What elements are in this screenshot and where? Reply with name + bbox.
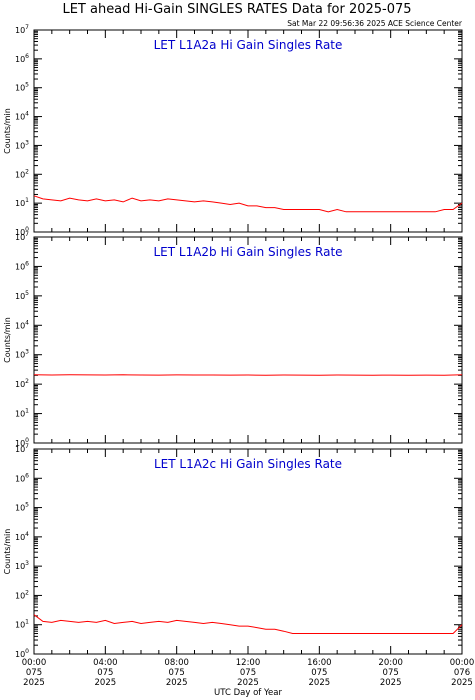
y-tick-label: 103 [15,139,29,150]
figure-title: LET ahead Hi-Gain SINGLES RATES Data for… [62,2,411,17]
y-tick-label: 106 [15,260,29,271]
y-tick-label: 107 [15,231,29,242]
rate-series-line [33,374,463,376]
rate-series-line [33,195,463,213]
y-tick-label: 100 [15,648,29,659]
y-axis-label: Counts/min [3,317,12,363]
y-tick-label: 102 [15,589,29,600]
plot-frame [33,29,463,233]
y-tick-label: 103 [15,560,29,571]
y-tick-label: 103 [15,349,29,360]
y-tick-label: 101 [15,619,29,630]
panel-title: LET L1A2a Hi Gain Singles Rate [154,38,343,52]
timestamp: Sat Mar 22 09:56:36 2025 ACE Science Cen… [287,19,463,28]
y-tick-label: 102 [15,378,29,389]
x-tick-label: 08:00 075 2025 [164,658,189,688]
x-tick-label: 04:00 075 2025 [93,658,118,688]
x-tick-label: 12:00 075 2025 [236,658,261,688]
y-tick-label: 100 [15,226,29,237]
y-tick-label: 100 [15,437,29,448]
y-axis-label: Counts/min [3,529,12,575]
panel-1: 100 101 102 103 104 105 106 107 LET L1A2a Hi Gai… [3,24,463,237]
y-tick-label: 107 [15,24,29,35]
y-tick-label: 104 [15,111,29,122]
y-tick-label: 101 [15,197,29,208]
panel-2: 100 101 102 103 104 105 106 107 LET L1A2b Hi Gai… [3,231,463,448]
y-axis-label: Counts/min [3,108,12,154]
y-tick-label: 106 [15,472,29,483]
rate-series-line [33,614,463,634]
plot-frame [33,236,463,444]
y-tick-label: 105 [15,82,29,93]
y-tick-label: 101 [15,408,29,419]
y-tick-label: 104 [15,319,29,330]
panel-title: LET L1A2b Hi Gain Singles Rate [153,245,342,259]
y-tick-label: 106 [15,53,29,64]
panel-3: 100 101 102 103 104 105 106 107 LET L1A2c Hi Gai… [3,443,463,659]
y-tick-label: 102 [15,168,29,179]
x-axis-label: UTC Day of Year [214,688,282,698]
x-tick-label: 16:00 075 2025 [307,658,332,688]
y-tick-label: 105 [15,290,29,301]
panel-title: LET L1A2c Hi Gain Singles Rate [154,457,342,471]
x-tick-label: 00:00 075 2025 [22,658,47,688]
y-tick-label: 105 [15,502,29,513]
y-tick-label: 104 [15,531,29,542]
y-tick-label: 107 [15,443,29,454]
x-tick-label: 20:00 075 2025 [378,658,403,688]
x-tick-label: 00:00 076 2025 [450,658,475,688]
plot-frame [33,448,463,655]
